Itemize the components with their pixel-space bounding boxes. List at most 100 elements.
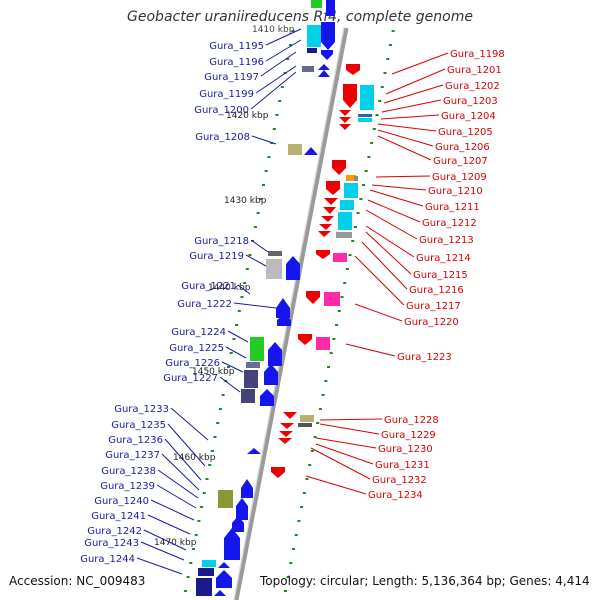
track-tick: [375, 114, 379, 116]
leader-line-right: [354, 255, 405, 306]
genome-title: Geobacter uraniireducens Rf4, complete g…: [127, 9, 473, 25]
track-tick: [221, 394, 225, 396]
track-tick: [388, 44, 392, 46]
gene-block: [300, 415, 314, 422]
leader-line-left: [260, 51, 297, 77]
gene-label-right: Gura_1216: [409, 285, 464, 296]
leader-line-right: [319, 418, 383, 421]
track-tick: [183, 590, 187, 592]
leader-line-right: [319, 423, 380, 435]
gene-block: [354, 176, 358, 181]
track-tick: [335, 324, 339, 326]
gene-label-left: Gura_1240: [94, 496, 149, 507]
gene-arrow: [247, 448, 261, 454]
track-tick: [292, 548, 295, 550]
gene-arrow: [224, 528, 240, 560]
gene-label-right: Gura_1229: [381, 430, 436, 441]
gene-arrow: [236, 498, 248, 520]
leader-line-left: [251, 135, 277, 145]
gene-block: [288, 144, 302, 155]
gene-block: [302, 66, 314, 72]
track-tick: [305, 478, 309, 480]
leader-line-left: [221, 361, 244, 373]
gene-label-right: Gura_1223: [397, 352, 452, 363]
track-tick: [216, 422, 220, 424]
gene-label-left: Gura_1227: [163, 373, 218, 384]
gene-block: [198, 568, 214, 576]
leader-line-right: [305, 475, 367, 495]
gene-block: [340, 200, 354, 210]
gene-label-right: Gura_1232: [372, 475, 427, 486]
gene-label-right: Gura_1228: [384, 415, 439, 426]
axis-label: 1430 kbp: [224, 196, 267, 206]
gene-arrow: [218, 562, 230, 568]
gene-block: [218, 490, 233, 508]
track-tick: [259, 198, 263, 200]
gene-block: [316, 337, 330, 350]
leader-line-left: [136, 557, 183, 575]
leader-line-right: [345, 343, 396, 357]
leader-line-left: [157, 469, 199, 499]
gene-block: [241, 389, 255, 403]
track-tick: [345, 268, 349, 270]
leader-line-right: [377, 129, 434, 147]
track-tick: [245, 268, 249, 270]
leader-line-left: [227, 330, 249, 343]
gene-label-right: Gura_1215: [413, 270, 468, 281]
gene-arrow: [232, 516, 244, 532]
gene-arrow: [260, 389, 274, 406]
track-tick: [197, 520, 201, 522]
track-tick: [264, 170, 268, 172]
gene-arrow: [321, 50, 333, 60]
gene-block: [358, 114, 372, 117]
gene-arrow: [339, 117, 351, 123]
gene-arrow: [339, 124, 351, 130]
genome-backbone: [233, 27, 349, 600]
track-tick: [362, 184, 365, 186]
leader-line-left: [245, 254, 267, 267]
gene-block: [324, 292, 340, 306]
track-tick: [367, 156, 371, 158]
gene-label-left: Gura_1219: [189, 251, 244, 262]
track-tick: [300, 506, 304, 508]
gene-label-left: Gura_1195: [209, 41, 264, 52]
gene-arrow: [279, 431, 293, 437]
gene-label-right: Gura_1217: [406, 301, 461, 312]
leader-line-right: [361, 241, 408, 290]
gene-block: [360, 85, 374, 110]
track-tick: [235, 324, 239, 326]
track-tick: [378, 100, 382, 102]
track-tick: [186, 576, 190, 578]
gene-label-right: Gura_1214: [416, 253, 471, 264]
track-tick: [288, 44, 292, 46]
gene-block: [311, 0, 322, 8]
track-tick: [280, 86, 284, 88]
track-tick: [278, 100, 282, 102]
track-tick: [337, 310, 341, 312]
track-tick: [286, 58, 290, 60]
gene-block: [344, 183, 358, 198]
gene-label-right: Gura_1211: [425, 202, 480, 213]
track-tick: [286, 576, 290, 578]
track-tick: [192, 548, 195, 550]
gene-arrow: [321, 22, 335, 50]
gene-arrow: [216, 570, 232, 588]
track-tick: [213, 436, 217, 438]
track-tick: [329, 352, 333, 354]
leader-line-left: [250, 239, 269, 253]
gene-arrow: [319, 224, 332, 230]
track-tick: [370, 142, 374, 144]
gene-label-right: Gura_1204: [441, 111, 496, 122]
accession-text: Accession: NC_009483: [9, 574, 146, 588]
gene-arrow: [298, 334, 312, 345]
gene-arrow: [324, 198, 338, 205]
gene-label-right: Gura_1202: [445, 81, 500, 92]
track-tick: [308, 464, 312, 466]
leader-line-right: [391, 52, 449, 75]
track-tick: [316, 422, 320, 424]
gene-block: [196, 578, 212, 596]
track-tick: [210, 450, 214, 452]
gene-arrow: [306, 291, 320, 304]
gene-block: [338, 212, 352, 230]
